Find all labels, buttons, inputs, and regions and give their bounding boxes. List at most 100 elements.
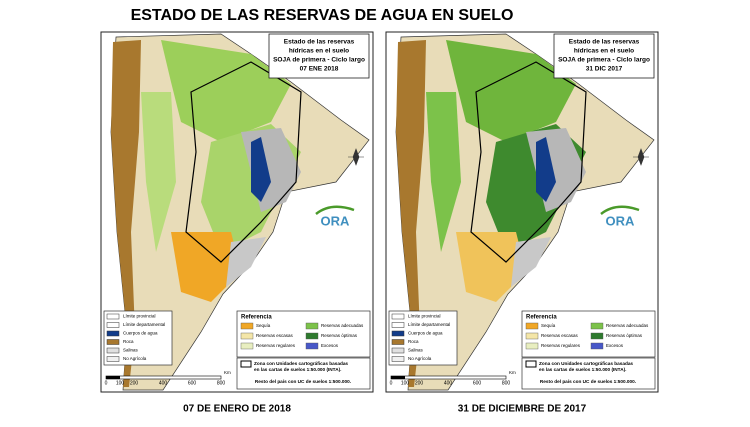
map-caption: 31 DE DICIEMBRE DE 2017	[458, 404, 587, 415]
legend-swatch	[240, 322, 254, 330]
map-panel: Estado de las reservas hídricas en el sue…	[385, 31, 659, 393]
legend-label: Límite departamental	[408, 322, 450, 327]
note-line: en las cartas de suelos 1:50.000 (INTA).	[254, 367, 341, 372]
logo: ORA	[606, 213, 636, 228]
note-swatch	[525, 360, 537, 368]
legend-swatch	[391, 330, 405, 337]
legend-label: No Agrícola	[408, 356, 432, 361]
legend-swatch	[305, 342, 319, 350]
gray-south	[511, 237, 551, 287]
note-line: Resto del país con UC de suelos 1:500.00…	[540, 379, 636, 384]
scale-label: 200	[415, 380, 424, 386]
legend-label: Límite provincial	[408, 314, 441, 319]
map-title-box	[553, 33, 655, 79]
legend-label: Roca	[408, 339, 419, 344]
map-title-line: hídricas en el suelo	[574, 48, 634, 55]
legend-swatch	[391, 322, 405, 328]
map-title-line: SOJA de primera - Ciclo largo	[558, 57, 650, 64]
legend-swatch	[525, 342, 539, 350]
legend-swatch	[106, 330, 120, 337]
scale-label: 800	[217, 380, 226, 386]
gray-south	[226, 237, 266, 287]
logo-swoosh	[315, 205, 355, 216]
legend-swatch	[305, 322, 319, 330]
limits-box	[103, 310, 173, 366]
dry-south	[456, 232, 526, 302]
legend-label: No Agrícola	[123, 356, 147, 361]
scale-label: 600	[473, 380, 482, 386]
logo: ORA	[321, 213, 351, 228]
legend-heading: Referencia	[526, 315, 557, 321]
legend-label: Cuerpos de agua	[123, 331, 158, 336]
scale-label: 0	[390, 380, 393, 386]
scale-bar	[390, 375, 507, 380]
legend-box	[521, 310, 656, 358]
legend-swatch	[106, 313, 120, 320]
scale-label: 600	[188, 380, 197, 386]
legend-swatch	[240, 342, 254, 350]
green-west	[141, 92, 176, 252]
zone-outline	[470, 61, 587, 263]
legend-label: Reservas escasas	[541, 333, 579, 338]
legend-label: Límite departamental	[123, 322, 165, 327]
legend-swatch	[391, 356, 405, 362]
note-swatch	[240, 360, 252, 368]
legend-label: Reservas adecuadas	[606, 323, 649, 328]
legend-swatch	[590, 322, 604, 330]
legend-swatch	[590, 332, 604, 340]
legend-label: Cuerpos de agua	[408, 331, 443, 336]
legend-heading: Referencia	[241, 315, 272, 321]
logo-swoosh	[600, 205, 640, 216]
legend-swatch	[106, 356, 120, 362]
map-title-line: 31 DIC 2017	[586, 66, 623, 73]
map-title-line: 07 ENE 2018	[300, 66, 339, 73]
legend-swatch	[590, 342, 604, 350]
note-line: Zona con Unidades cartográficas basadas	[539, 361, 633, 366]
water-east	[536, 137, 556, 202]
legend-label: Reservas óptimas	[606, 333, 643, 338]
note-box	[236, 357, 371, 390]
legend-swatch	[391, 339, 405, 345]
scale-label: 400	[159, 380, 168, 386]
scale-label: 400	[444, 380, 453, 386]
map-title-line: Estado de las reservas	[569, 39, 640, 46]
scale-unit: Km	[224, 370, 231, 375]
legend-label: Límite provincial	[123, 314, 156, 319]
legend-swatch	[525, 332, 539, 340]
legend-label: Reservas regulares	[256, 343, 296, 348]
legend-label: Excesos	[606, 343, 624, 348]
page-title: ESTADO DE LAS RESERVAS DE AGUA EN SUELO	[131, 7, 514, 24]
water-east	[251, 137, 271, 202]
scale-label: 800	[502, 380, 511, 386]
dry-south	[171, 232, 241, 302]
legend-label: Reservas adecuadas	[321, 323, 364, 328]
scale-label: 100	[116, 380, 125, 386]
map-title-line: SOJA de primera - Ciclo largo	[273, 57, 365, 64]
green-west	[426, 92, 461, 252]
legend-swatch	[240, 332, 254, 340]
legend-label: Sequía	[541, 323, 556, 328]
legend-label: Reservas regulares	[541, 343, 581, 348]
legend-label: Salinas	[123, 348, 139, 353]
zone-outline	[185, 61, 302, 263]
legend-swatch	[391, 313, 405, 320]
scale-bar-fill	[391, 376, 405, 379]
rock-region	[111, 40, 141, 387]
legend-label: Reservas escasas	[256, 333, 294, 338]
note-line: Zona con Unidades cartográficas basadas	[254, 361, 348, 366]
legend-box	[236, 310, 371, 358]
legend-label: Sequía	[256, 323, 271, 328]
note-line: Resto del país con UC de suelos 1:500.00…	[255, 379, 351, 384]
legend-swatch	[391, 347, 405, 354]
scale-bar-fill	[106, 376, 120, 379]
rock-region	[396, 40, 426, 387]
map-caption: 07 DE ENERO DE 2018	[183, 404, 291, 415]
legend-label: Reservas óptimas	[321, 333, 358, 338]
legend-label: Excesos	[321, 343, 339, 348]
compass	[633, 148, 649, 166]
legend-swatch	[106, 322, 120, 328]
legend-label: Salinas	[408, 348, 424, 353]
map-title-line: hídricas en el suelo	[289, 48, 349, 55]
map-panel: Estado de las reservas hídricas en el sue…	[100, 31, 374, 393]
